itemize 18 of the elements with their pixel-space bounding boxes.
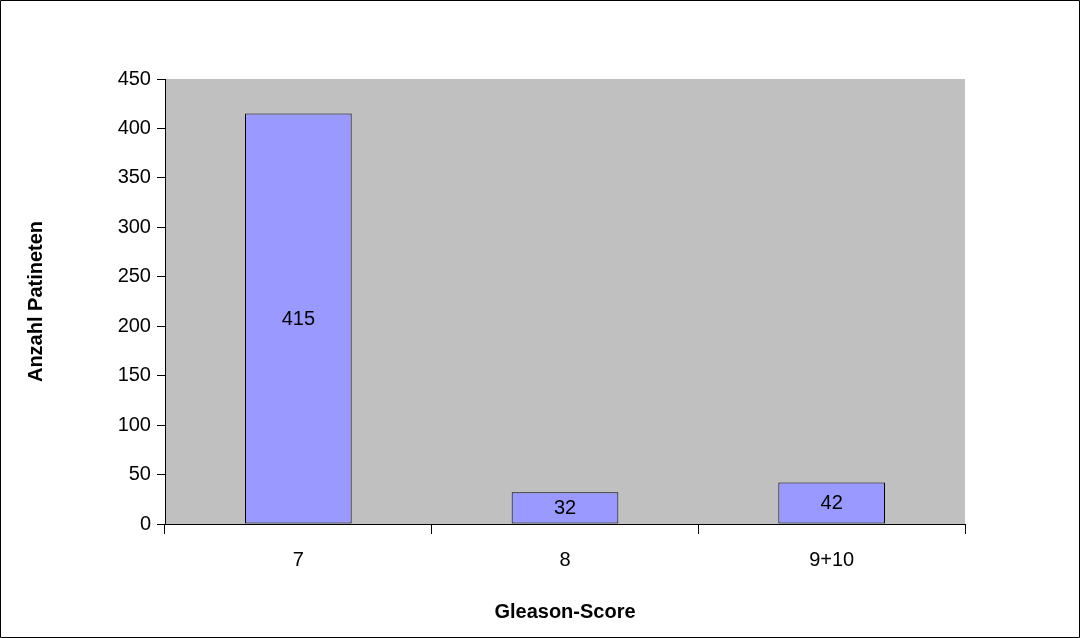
y-tick-label: 0: [139, 511, 151, 534]
y-tick-label: 300: [117, 214, 151, 237]
x-tick-label: 7: [292, 547, 304, 570]
y-tick-label: 400: [117, 115, 151, 138]
y-tick-label: 200: [117, 313, 151, 336]
x-tick-label: 9+10: [809, 547, 855, 570]
y-tick-label: 350: [117, 165, 151, 188]
data-label: 415: [281, 307, 316, 330]
data-label: 32: [553, 496, 577, 519]
x-axis-title: Gleason-Score: [494, 599, 636, 622]
y-axis-title: Anzahl Patineten: [23, 220, 46, 383]
y-tick-label: 100: [117, 412, 151, 435]
y-tick-label: 450: [117, 66, 151, 89]
y-tick-label: 150: [117, 363, 151, 386]
x-tick-label: 8: [559, 547, 571, 570]
y-tick-label: 50: [128, 462, 151, 485]
data-label: 42: [820, 491, 843, 514]
y-tick-label: 250: [117, 264, 151, 287]
